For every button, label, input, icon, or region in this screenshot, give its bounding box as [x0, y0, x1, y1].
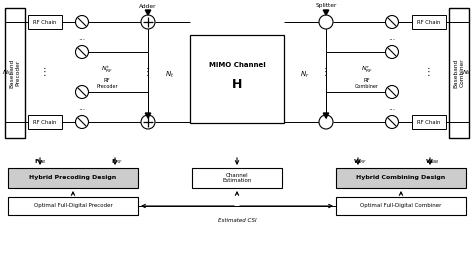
Bar: [28, 115, 62, 129]
Circle shape: [75, 46, 89, 59]
Text: RF: RF: [104, 78, 110, 82]
Circle shape: [75, 115, 89, 129]
Text: $\mathbf{W}_{RF}$: $\mathbf{W}_{RF}$: [353, 157, 367, 166]
Text: Adder: Adder: [139, 4, 157, 8]
Bar: [5, 8, 25, 138]
Text: Combiner: Combiner: [355, 84, 379, 90]
Text: $N_{RF}^r$: $N_{RF}^r$: [361, 65, 373, 75]
Circle shape: [385, 16, 399, 28]
Text: $N_{RF}^t$: $N_{RF}^t$: [101, 65, 113, 75]
Text: ...: ...: [388, 33, 396, 41]
Text: MIMO Channel: MIMO Channel: [209, 62, 265, 68]
Text: $N_t$: $N_t$: [165, 70, 174, 80]
Polygon shape: [323, 113, 329, 118]
Text: Estimated CSI: Estimated CSI: [218, 219, 256, 223]
Text: $N_S$:: $N_S$:: [2, 69, 13, 78]
Text: $\mathbf{F}_{RF}$: $\mathbf{F}_{RF}$: [111, 157, 123, 166]
Text: RF Chain: RF Chain: [33, 120, 57, 124]
Bar: [449, 8, 469, 138]
Text: ...: ...: [78, 33, 86, 41]
Bar: [190, 35, 284, 123]
Text: ⋮: ⋮: [321, 67, 331, 77]
Text: Baseband
Precoder: Baseband Precoder: [9, 58, 20, 88]
Circle shape: [75, 16, 89, 28]
Bar: [8, 197, 138, 215]
Circle shape: [141, 115, 155, 129]
Text: Baseband
Combiner: Baseband Combiner: [454, 58, 465, 88]
Circle shape: [385, 115, 399, 129]
Polygon shape: [145, 10, 151, 15]
Text: Precoder: Precoder: [96, 84, 118, 90]
Text: $\mathbf{H}$: $\mathbf{H}$: [231, 79, 243, 91]
Polygon shape: [323, 10, 329, 15]
Polygon shape: [145, 113, 151, 118]
Text: $N_r$: $N_r$: [300, 70, 310, 80]
Text: Splitter: Splitter: [315, 4, 337, 8]
Bar: [336, 197, 466, 215]
Text: ⋮: ⋮: [40, 67, 50, 77]
Text: Channel
Estimation: Channel Estimation: [222, 173, 252, 183]
Text: ⋮: ⋮: [143, 67, 153, 77]
Text: RF Chain: RF Chain: [417, 19, 441, 25]
Circle shape: [385, 86, 399, 99]
Text: RF Chain: RF Chain: [33, 19, 57, 25]
Bar: [412, 115, 446, 129]
Bar: [28, 15, 62, 29]
Bar: [412, 15, 446, 29]
Text: Optimal Full-Digital Precoder: Optimal Full-Digital Precoder: [34, 204, 112, 208]
Circle shape: [385, 46, 399, 59]
Bar: [8, 168, 138, 188]
Bar: [336, 168, 466, 188]
Text: ...: ...: [78, 102, 86, 112]
Circle shape: [319, 15, 333, 29]
Text: Hybrid Combining Design: Hybrid Combining Design: [356, 176, 446, 180]
Text: ⋮: ⋮: [424, 67, 434, 77]
Text: RF: RF: [364, 78, 370, 82]
Text: $\mathbf{F}_{BB}$: $\mathbf{F}_{BB}$: [34, 157, 46, 166]
Text: $\mathbf{W}_{BB}$: $\mathbf{W}_{BB}$: [425, 157, 439, 166]
Text: Optimal Full-Digital Combiner: Optimal Full-Digital Combiner: [360, 204, 442, 208]
Text: Hybrid Precoding Design: Hybrid Precoding Design: [29, 176, 117, 180]
Text: ...: ...: [388, 102, 396, 112]
Circle shape: [141, 15, 155, 29]
Text: RF Chain: RF Chain: [417, 120, 441, 124]
Circle shape: [319, 115, 333, 129]
Circle shape: [75, 86, 89, 99]
Text: :$N_S$: :$N_S$: [460, 69, 471, 78]
Bar: [192, 168, 282, 188]
